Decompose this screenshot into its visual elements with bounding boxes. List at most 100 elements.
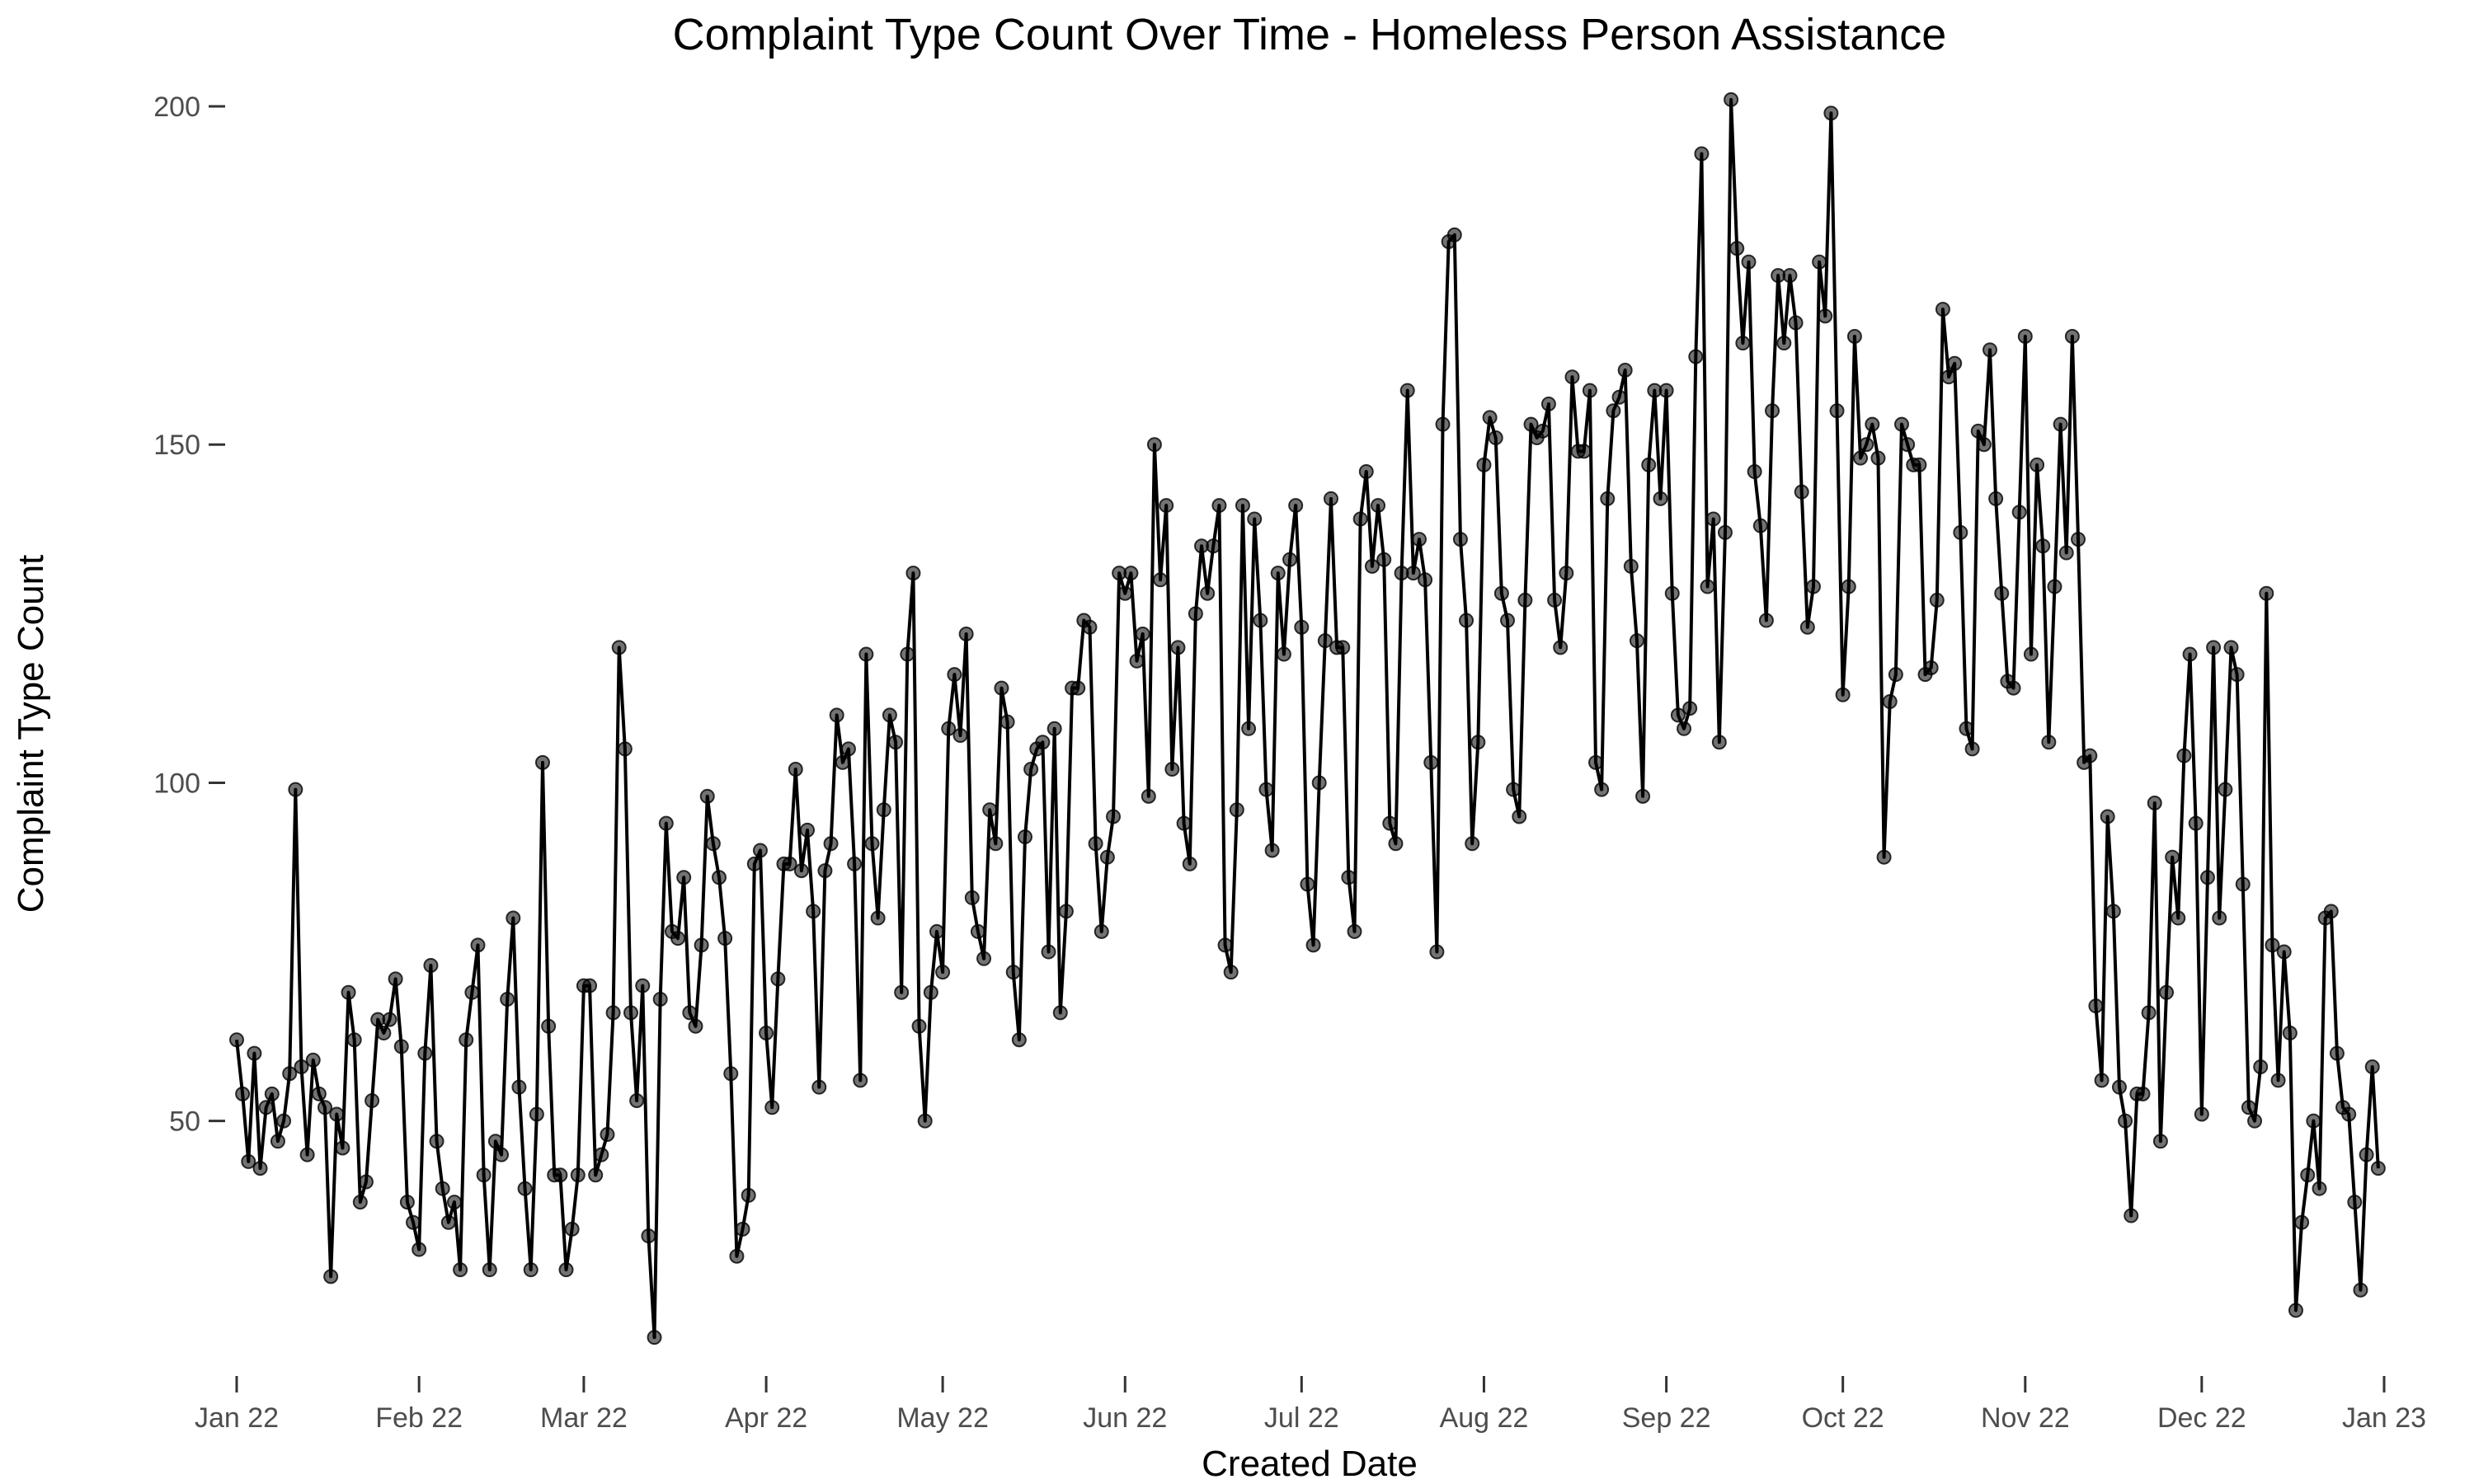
data-point (464, 984, 480, 1000)
data-point (1658, 383, 1674, 398)
x-tick-label: May 22 (896, 1402, 989, 1434)
data-point (1376, 552, 1392, 567)
data-point (1452, 532, 1468, 547)
data-point (476, 1167, 492, 1183)
data-point (2223, 640, 2239, 655)
data-point (2053, 416, 2068, 432)
data-point (705, 836, 721, 852)
data-point (2100, 809, 2115, 824)
data-point (1141, 788, 1156, 804)
data-point (1829, 403, 1845, 419)
data-point (988, 836, 1004, 852)
data-point (800, 822, 816, 838)
x-tick-label: Apr 22 (725, 1402, 807, 1434)
data-point (1559, 566, 1574, 581)
data-point (1512, 809, 1527, 824)
y-tick-label: 150 (153, 430, 200, 461)
data-point (506, 910, 521, 926)
data-point (1188, 606, 1203, 622)
data-point (1788, 315, 1804, 331)
data-point (1041, 944, 1056, 960)
data-point (1506, 782, 1522, 797)
data-point (770, 971, 786, 987)
data-point (1206, 538, 1221, 554)
data-point (1553, 640, 1569, 655)
data-point (652, 991, 668, 1007)
data-point (1106, 809, 1121, 824)
data-point (1752, 518, 1768, 533)
data-point (323, 1269, 339, 1284)
data-point (1735, 336, 1751, 351)
data-point (2111, 1079, 2127, 1095)
data-point (2017, 328, 2033, 344)
data-point (376, 1025, 392, 1040)
data-point (982, 802, 998, 818)
data-point (1176, 815, 1192, 831)
data-point (1135, 626, 1150, 641)
data-point (2270, 1073, 2286, 1088)
data-point (329, 1106, 345, 1122)
data-point (1853, 450, 1869, 466)
data-point (1846, 328, 1862, 344)
data-point (1970, 423, 1986, 439)
data-point (2247, 1113, 2263, 1129)
data-point (2030, 457, 2045, 472)
data-point (2341, 1106, 2357, 1122)
data-point (1311, 775, 1327, 791)
data-point (2176, 748, 2192, 763)
data-point (2182, 646, 2198, 662)
data-point (582, 978, 598, 993)
data-point (2253, 1059, 2269, 1075)
data-point (288, 782, 303, 797)
data-point (299, 1147, 315, 1162)
data-point (976, 951, 992, 966)
data-point (2218, 782, 2233, 797)
data-point (1258, 782, 1274, 797)
data-point (1870, 450, 1886, 466)
data-point (1388, 836, 1404, 852)
data-point (2165, 849, 2180, 865)
data-point (1082, 619, 1098, 635)
data-point (1317, 633, 1333, 649)
data-point (2135, 1086, 2151, 1101)
data-point (923, 984, 938, 1000)
data-point (393, 1039, 409, 1054)
data-point (1211, 498, 1227, 514)
data-point (2300, 1167, 2316, 1183)
data-point (2199, 870, 2215, 885)
y-tick-label: 100 (153, 768, 200, 799)
data-point (1482, 410, 1498, 425)
data-point (1465, 836, 1480, 852)
data-point (1900, 437, 1916, 453)
data-point (1159, 498, 1174, 514)
data-point (558, 1262, 574, 1278)
data-point (1588, 754, 1604, 770)
data-point (1953, 524, 1968, 540)
data-point (1964, 741, 1980, 757)
data-point (917, 1113, 933, 1129)
data-point (2259, 585, 2274, 601)
data-point (2353, 1282, 2368, 1298)
data-point (1253, 613, 1268, 628)
data-point (611, 640, 627, 655)
x-tick-label: Oct 22 (1802, 1402, 1884, 1434)
data-point (341, 984, 356, 1000)
data-point (365, 1093, 380, 1109)
data-point (1153, 572, 1169, 588)
data-point (1223, 965, 1239, 980)
data-point (523, 1262, 539, 1278)
y-tick-label: 50 (169, 1106, 200, 1138)
data-point (782, 856, 797, 871)
data-point (1606, 403, 1621, 419)
data-point (1364, 558, 1380, 574)
data-point (623, 1005, 638, 1021)
data-point (882, 707, 897, 723)
data-point (1617, 362, 1633, 378)
data-point (1517, 592, 1533, 608)
y-tick-label: 200 (153, 92, 200, 123)
data-point (1382, 815, 1398, 831)
data-point (1094, 923, 1109, 939)
data-point (1470, 735, 1486, 750)
data-point (641, 1228, 656, 1244)
